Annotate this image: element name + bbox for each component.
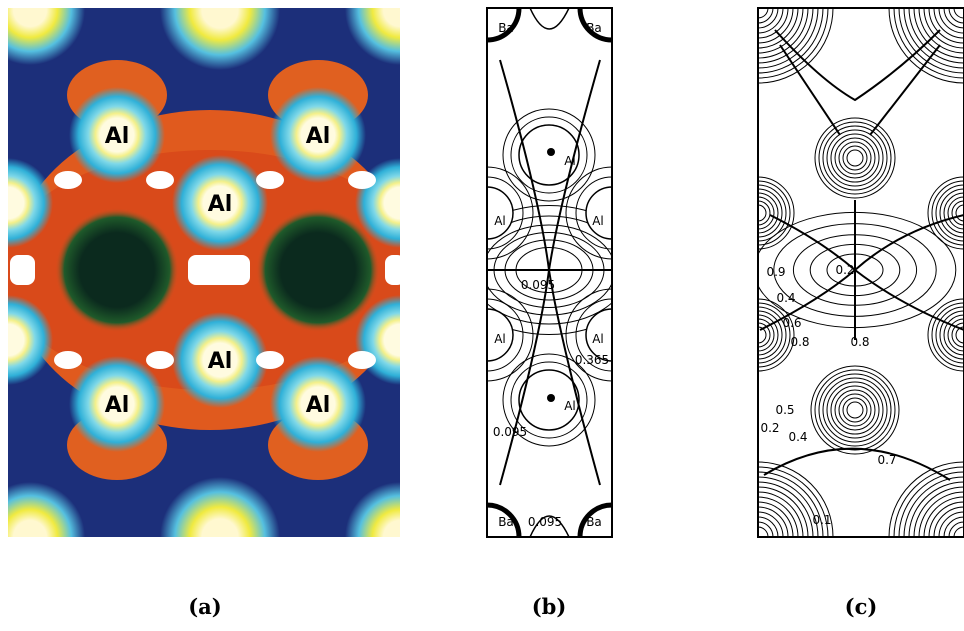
atom-label: Al [105,124,130,149]
atom-label: Al [208,192,233,217]
atom-dot [547,394,555,402]
contour-label: 0.095 [521,278,555,292]
atom-label: Al [592,332,604,346]
contour-label: 0.2 [835,263,854,277]
contour-label: 0.9 [766,265,785,279]
contour-label: 0.2 [760,421,779,435]
figure: Al Al Al Al Al Al Ba Ba Al Al Al Al Al Al Ba Ba 0.095 0.… [0,0,964,631]
contour-label: 0.095 [493,425,527,439]
atom-label: Al [208,349,233,374]
atom-label: Ba [586,21,602,35]
contour-label: 0.4 [788,430,807,444]
atom-label: Ba [498,515,514,529]
contour-label: 0.8 [790,335,809,349]
panel-caption: (c) [845,594,878,619]
contour-label: 0.7 [877,453,896,467]
contour-label: 0.1 [812,513,831,527]
contour-label: 0.095 [528,515,562,529]
atom-label: Ba [586,515,602,529]
contour-label: 0.365 [575,353,609,367]
atom-label: Al [592,214,604,228]
atom-label: Al [105,393,130,418]
panel-caption: (a) [188,594,221,619]
atom-label: Al [306,124,331,149]
atom-label: Al [494,332,506,346]
panel-a: Al Al Al Al Al Al [0,0,455,597]
atom-label: Al [494,214,506,228]
atom-label: Ba [498,21,514,35]
atom-dot [547,148,555,156]
atom-label: Al [564,399,576,413]
contour-label: 0.5 [775,403,794,417]
atom-label: Al [564,154,576,168]
panel-caption: (b) [532,594,567,619]
contour-label: 0.6 [782,316,801,330]
contour-label: 0.4 [776,291,795,305]
contour-label: 0.8 [850,335,869,349]
atom-label: Al [306,393,331,418]
